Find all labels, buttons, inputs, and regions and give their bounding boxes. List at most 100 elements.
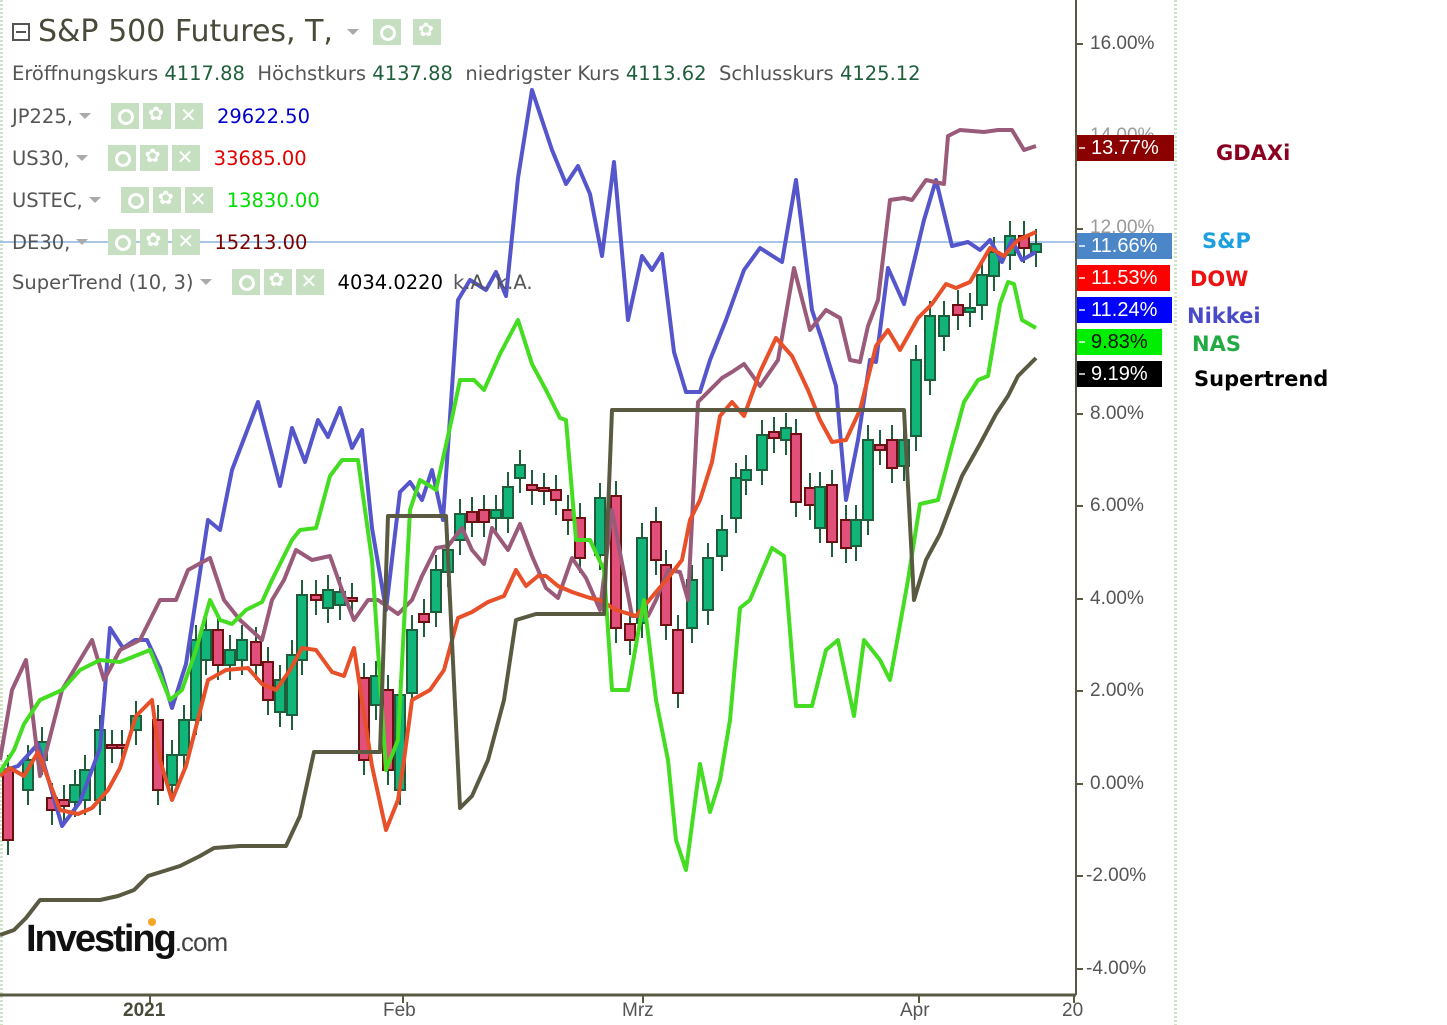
candlestick — [976, 260, 988, 320]
y-tick-label: 4.00% — [1090, 588, 1144, 609]
overlay-row-us30: US30, 33685.00 — [12, 145, 307, 171]
candlestick — [874, 430, 886, 465]
y-tick-label: -2.00% — [1086, 865, 1147, 886]
candlestick — [550, 475, 562, 515]
badge-supertrend: 9.19% — [1077, 361, 1162, 387]
candlestick — [686, 565, 698, 643]
candlestick — [538, 473, 550, 505]
close-icon[interactable] — [295, 269, 324, 295]
candlestick — [322, 575, 334, 623]
candlestick — [478, 495, 490, 537]
candlestick — [406, 615, 418, 708]
label-dow: DOW — [1190, 267, 1249, 291]
close-icon[interactable] — [172, 229, 201, 255]
candlestick — [178, 705, 190, 770]
y-tick-label: -4.00% — [1086, 958, 1147, 979]
candlestick — [166, 740, 178, 800]
x-tick-label: Feb — [383, 1000, 416, 1021]
x-tick-label: 20 — [1062, 1000, 1084, 1021]
chevron-down-icon[interactable] — [78, 113, 91, 119]
candlestick — [702, 543, 714, 625]
candlestick — [610, 481, 622, 643]
label-supertrend: Supertrend — [1194, 367, 1329, 391]
candlestick — [224, 635, 236, 680]
collapse-icon[interactable] — [12, 22, 30, 41]
candlestick — [886, 425, 898, 483]
candlestick — [964, 293, 976, 327]
candlestick — [650, 507, 662, 575]
y-tick-label: 12.00% — [1090, 217, 1155, 238]
candlestick — [780, 413, 792, 455]
candlestick — [430, 555, 442, 627]
candlestick — [756, 420, 768, 485]
overlay-name: USTEC, — [12, 188, 83, 212]
candlestick — [804, 473, 816, 520]
close-icon[interactable] — [184, 187, 213, 213]
label-nas: NAS — [1192, 332, 1241, 356]
gear-icon[interactable] — [152, 187, 181, 213]
ohlc-low-label: niedrigster Kurs — [465, 62, 620, 85]
overlay-row-jp225: JP225, 29622.50 — [12, 103, 310, 129]
x-tick-label: Mrz — [622, 1000, 654, 1021]
eye-icon[interactable] — [120, 187, 149, 213]
logo-dot — [148, 918, 156, 926]
eye-icon[interactable] — [231, 269, 260, 295]
chart-title: S&P 500 Futures, T, — [38, 14, 333, 49]
y-tick-label: 2.00% — [1090, 680, 1144, 701]
close-icon[interactable] — [171, 145, 200, 171]
chevron-down-icon[interactable] — [75, 155, 88, 161]
badge-dow: 11.53% — [1077, 265, 1170, 291]
overlay-row-supertrend: SuperTrend (10, 3) 4034.0220 k.A. k.A. — [12, 269, 533, 295]
investing-logo: Investing.com — [26, 918, 228, 961]
ohlc-high-value: 4137.88 — [372, 62, 453, 85]
x-tick-label: Apr — [900, 1000, 930, 1021]
overlay-value: 15213.00 — [214, 230, 308, 254]
candlestick — [514, 450, 526, 493]
chevron-down-icon[interactable] — [199, 279, 212, 285]
y-tick-label: 6.00% — [1090, 495, 1144, 516]
eye-icon[interactable] — [110, 103, 139, 129]
gear-icon[interactable] — [142, 103, 171, 129]
candlestick — [910, 345, 922, 451]
y-tick-label: 8.00% — [1090, 403, 1144, 424]
badge-sp: 11.66% — [1077, 233, 1172, 259]
candlestick — [286, 640, 298, 730]
chevron-down-icon[interactable] — [346, 28, 359, 35]
candlestick — [594, 483, 606, 570]
candlestick — [490, 495, 502, 533]
candlestick — [212, 615, 224, 680]
gear-icon[interactable] — [140, 229, 169, 255]
candlestick — [466, 497, 478, 537]
ohlc-open-value: 4117.88 — [164, 62, 245, 85]
overlay-value: 33685.00 — [213, 146, 307, 170]
candlestick — [274, 665, 286, 727]
candlestick — [296, 580, 308, 675]
candlestick — [826, 470, 838, 557]
overlay-name: DE30, — [12, 230, 71, 254]
eye-icon[interactable] — [108, 229, 137, 255]
eye-icon[interactable] — [372, 18, 401, 45]
chevron-down-icon[interactable] — [76, 239, 89, 245]
close-icon[interactable] — [174, 103, 203, 129]
candlestick — [672, 615, 684, 708]
gear-icon[interactable] — [263, 269, 292, 295]
candlestick — [952, 290, 964, 330]
eye-icon[interactable] — [107, 145, 136, 171]
candlestick — [790, 419, 802, 517]
candlestick — [502, 472, 514, 533]
gear-icon[interactable] — [412, 18, 441, 45]
overlay-row-ustec: USTEC, 13830.00 — [12, 187, 320, 213]
candlestick — [262, 647, 274, 715]
chevron-down-icon[interactable] — [88, 197, 101, 203]
gear-icon[interactable] — [139, 145, 168, 171]
overlay-value: 13830.00 — [226, 188, 320, 212]
candlestick — [768, 417, 780, 453]
series-line-gdaxi — [0, 128, 1037, 778]
overlay-name: JP225, — [12, 104, 73, 128]
candlestick — [862, 425, 874, 535]
overlay-row-de30: DE30, 15213.00 — [12, 229, 307, 255]
label-nikkei: Nikkei — [1187, 304, 1261, 328]
chart-title-row: S&P 500 Futures, T, — [12, 14, 445, 49]
